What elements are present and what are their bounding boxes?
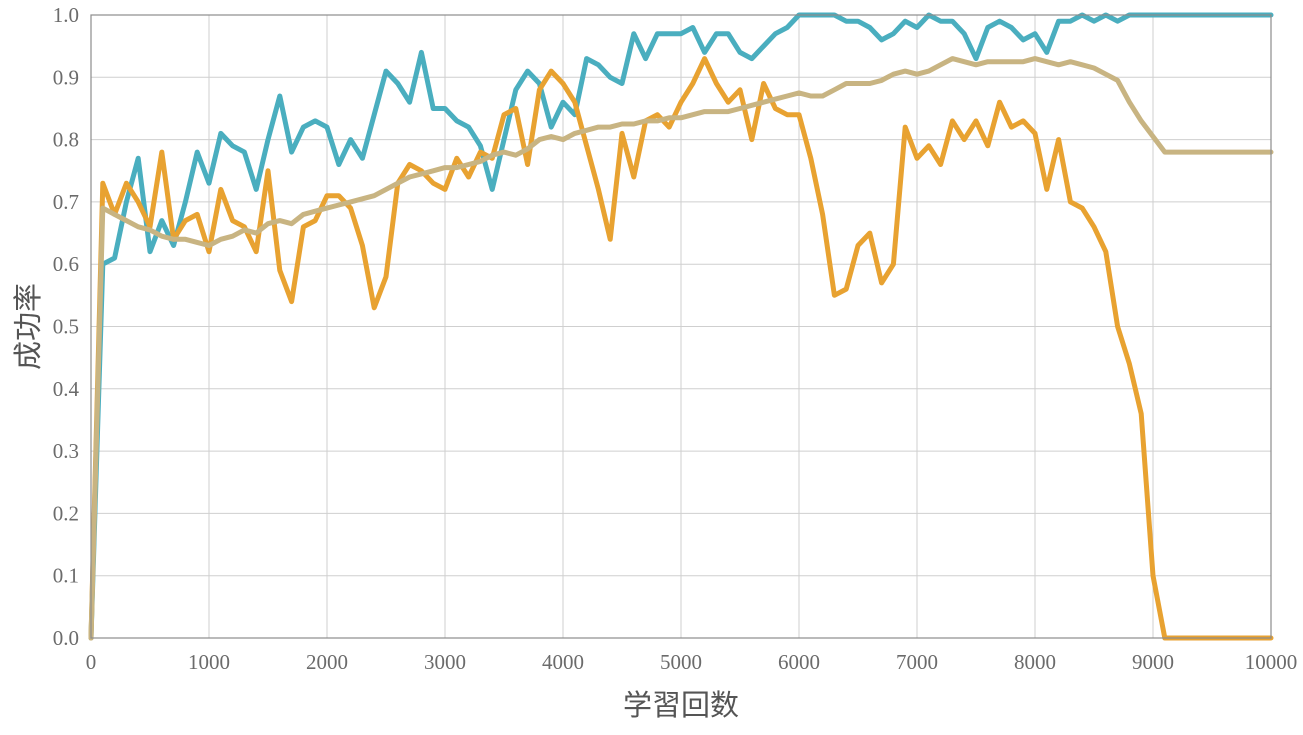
y-tick-label: 0.0 (53, 626, 79, 650)
plot-frame (90, 14, 1272, 639)
y-tick-label: 0.5 (53, 315, 79, 339)
x-tick-label: 5000 (660, 650, 702, 674)
y-tick-label: 0.1 (53, 564, 79, 588)
data-series (88, 12, 1274, 641)
y-tick-label: 0.9 (53, 65, 79, 89)
y-tick-label: 1.0 (53, 3, 79, 27)
y-tick-label: 0.8 (53, 128, 79, 152)
series-line-2 (88, 56, 1274, 641)
x-tick-label: 1000 (188, 650, 230, 674)
x-tick-label: 9000 (1132, 650, 1174, 674)
y-tick-label: 0.7 (53, 190, 79, 214)
series-line-3 (88, 56, 1274, 641)
y-axis-title: 成功率 (11, 283, 45, 370)
x-tick-label: 4000 (542, 650, 584, 674)
grid-lines (90, 14, 1272, 639)
x-tick-label: 3000 (424, 650, 466, 674)
x-axis-title: 学習回数 (623, 688, 739, 722)
x-tick-label: 0 (86, 650, 97, 674)
y-tick-label: 0.4 (53, 377, 80, 401)
tick-labels: 0 1000 2000 3000 4000 5000 6000 7000 8000 9000 100… (53, 3, 1298, 674)
y-tick-label: 0.3 (53, 439, 79, 463)
x-tick-label: 2000 (306, 650, 348, 674)
x-tick-label: 7000 (896, 650, 938, 674)
x-tick-label: 6000 (778, 650, 820, 674)
x-tick-label: 10000 (1245, 650, 1298, 674)
y-tick-label: 0.2 (53, 501, 79, 525)
series-line-1 (88, 12, 1274, 641)
y-tick-label: 0.6 (53, 252, 79, 276)
x-tick-label: 8000 (1014, 650, 1056, 674)
